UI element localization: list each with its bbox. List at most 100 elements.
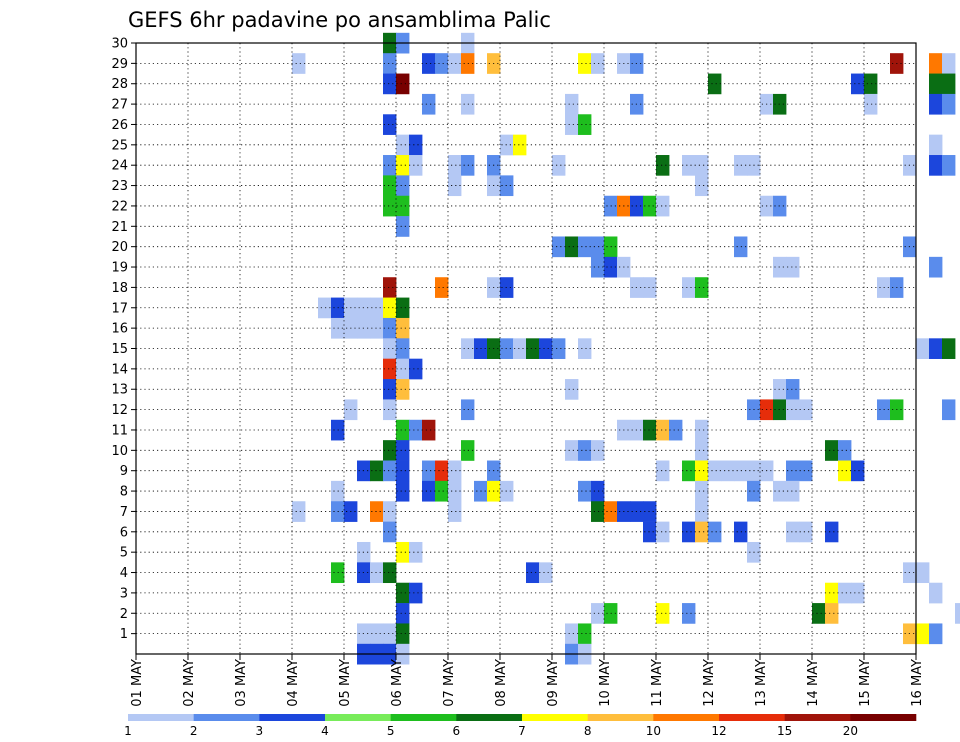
precip-cell [864,93,878,115]
precip-cell [695,440,709,461]
y-tick-label: 4 [120,566,128,581]
precip-cell [552,155,566,176]
precip-cell [383,460,397,482]
precip-cell [396,480,410,502]
precip-cell [643,195,657,217]
colorbar-swatch [784,714,851,721]
precip-cell [799,460,813,482]
y-tick-label: 6 [120,525,128,540]
precip-cell [695,480,709,502]
precip-cell [383,317,397,339]
colorbar-label: 8 [584,724,592,738]
precip-cell [812,603,826,624]
precip-cell [929,155,943,176]
precip-cell [578,236,592,258]
precip-cell [942,399,956,421]
precip-cell [656,195,670,217]
precip-cell [396,175,410,197]
y-tick-label: 11 [111,423,128,438]
precip-cell [565,440,579,461]
precip-cell [383,114,397,135]
y-tick-label: 8 [120,485,128,500]
colorbar-swatch [522,714,588,721]
precip-cell [370,317,384,339]
colorbar-label: 4 [321,724,329,738]
colorbar-swatch [325,714,391,721]
precip-cell [669,419,683,441]
y-tick-label: 28 [111,77,128,92]
precip-cell [851,73,865,95]
y-tick-label: 5 [120,546,128,561]
precip-cell [786,256,800,278]
precip-cell [435,277,449,298]
x-tick-label: 12 MAY [702,659,717,707]
precip-cell [929,256,943,278]
precip-cell [955,603,960,624]
precip-cell [695,521,709,543]
precip-cell [695,419,709,441]
precip-cell [929,53,943,74]
precip-cell [383,399,397,421]
precip-cell [916,623,930,645]
x-tick-label: 16 MAY [910,659,925,707]
precip-cell [591,480,605,502]
precip-cell [721,460,735,482]
precip-cell [370,623,384,645]
precip-cell [916,562,930,584]
precip-cell [409,582,423,604]
precip-cell [799,521,813,543]
x-tick-label: 13 MAY [754,659,769,707]
precip-cell [383,155,397,176]
colorbar-swatch [719,714,785,721]
y-tick-label: 22 [111,199,128,214]
precip-cell [383,277,397,298]
precip-cell [513,338,527,359]
colorbar-label: 12 [711,724,726,738]
precip-cell [695,501,709,522]
x-tick-label: 01 MAY [130,659,145,707]
precip-cell [383,175,397,197]
precip-cell [383,501,397,522]
y-tick-label: 9 [120,464,128,479]
precip-cell [448,480,462,502]
colorbar-swatch [390,714,457,721]
colorbar-label: 6 [453,724,461,738]
precip-cell [643,501,657,522]
precip-cell [565,114,579,135]
precip-cell [396,603,410,624]
colorbar-label: 3 [256,724,264,738]
x-tick-label: 05 MAY [338,659,353,707]
precip-cell [409,155,423,176]
precip-cell [942,53,956,74]
precip-cell [396,155,410,176]
precip-cell [591,256,605,278]
x-tick-label: 11 MAY [650,659,665,707]
x-tick-label: 14 MAY [806,659,821,707]
precip-cell [578,480,592,502]
y-tick-label: 24 [111,159,128,174]
precip-cell [929,73,943,95]
precip-cell [942,93,956,115]
colorbar-swatch [653,714,720,721]
precip-cell [448,501,462,522]
precip-cell [825,440,839,461]
precip-cell [578,114,592,135]
precip-cell [526,562,540,584]
colorbar-label: 20 [843,724,858,738]
precip-cell [461,93,475,115]
precip-cell [461,399,475,421]
precip-cell [409,358,423,380]
precip-cell [383,521,397,543]
precip-cell [929,623,943,645]
x-tick-label: 09 MAY [546,659,561,707]
precip-cell [461,53,475,74]
y-tick-label: 26 [111,118,128,133]
y-tick-label: 3 [120,586,128,601]
precip-cell [708,73,722,95]
precip-cell [383,358,397,380]
precip-cell [539,338,553,359]
y-tick-label: 10 [111,444,128,459]
precip-cell [682,155,696,176]
precip-cell [396,338,410,359]
precip-cell [422,53,436,74]
